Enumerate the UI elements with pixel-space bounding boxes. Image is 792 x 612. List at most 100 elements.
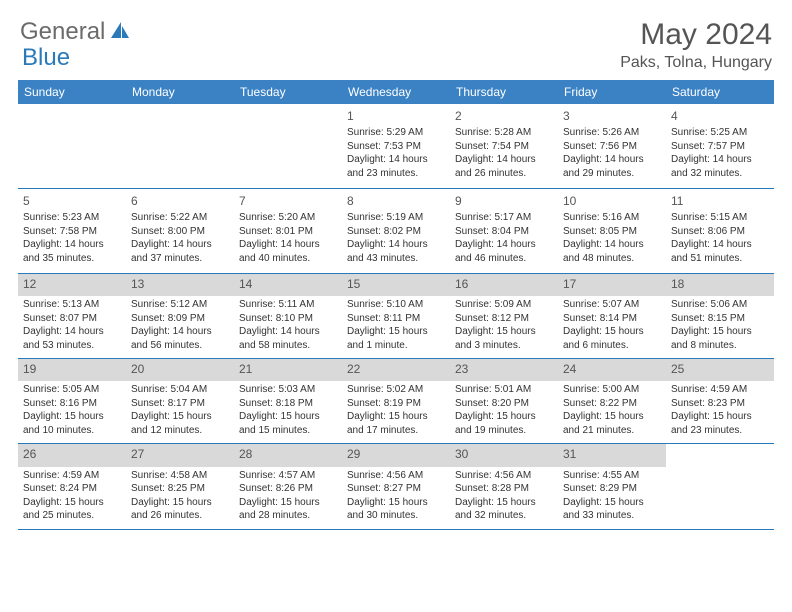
sunset-text: Sunset: 8:23 PM — [671, 397, 769, 411]
daylight-text: and 53 minutes. — [23, 339, 121, 353]
sunset-text: Sunset: 8:14 PM — [563, 312, 661, 326]
daylight-text: Daylight: 15 hours — [347, 496, 445, 510]
daylight-text: and 12 minutes. — [131, 424, 229, 438]
day-cell: 23Sunrise: 5:01 AMSunset: 8:20 PMDayligh… — [450, 359, 558, 443]
sunrise-text: Sunrise: 5:15 AM — [671, 211, 769, 225]
sunset-text: Sunset: 8:25 PM — [131, 482, 229, 496]
daylight-text: and 23 minutes. — [347, 167, 445, 181]
sunset-text: Sunset: 8:12 PM — [455, 312, 553, 326]
sail-icon — [109, 20, 131, 45]
sunset-text: Sunset: 8:26 PM — [239, 482, 337, 496]
day-number: 28 — [239, 446, 337, 462]
sunrise-text: Sunrise: 5:00 AM — [563, 383, 661, 397]
week-row: 5Sunrise: 5:23 AMSunset: 7:58 PMDaylight… — [18, 189, 774, 274]
day-cell: 2Sunrise: 5:28 AMSunset: 7:54 PMDaylight… — [450, 104, 558, 188]
page-header: General May 2024 Paks, Tolna, Hungary — [0, 0, 792, 80]
daylight-text: Daylight: 14 hours — [239, 325, 337, 339]
sunset-text: Sunset: 8:28 PM — [455, 482, 553, 496]
sunrise-text: Sunrise: 4:59 AM — [671, 383, 769, 397]
sunset-text: Sunset: 8:29 PM — [563, 482, 661, 496]
sunset-text: Sunset: 8:18 PM — [239, 397, 337, 411]
day-number: 30 — [455, 446, 553, 462]
daylight-text: Daylight: 15 hours — [23, 410, 121, 424]
daylight-text: and 6 minutes. — [563, 339, 661, 353]
sunset-text: Sunset: 8:27 PM — [347, 482, 445, 496]
day-cell — [666, 444, 774, 528]
sunset-text: Sunset: 8:20 PM — [455, 397, 553, 411]
daylight-text: and 33 minutes. — [563, 509, 661, 523]
day-cell: 25Sunrise: 4:59 AMSunset: 8:23 PMDayligh… — [666, 359, 774, 443]
day-number: 2 — [455, 108, 553, 124]
daylight-text: and 46 minutes. — [455, 252, 553, 266]
daylight-text: Daylight: 15 hours — [455, 496, 553, 510]
sunrise-text: Sunrise: 5:09 AM — [455, 298, 553, 312]
daylight-text: Daylight: 15 hours — [347, 410, 445, 424]
day-cell: 10Sunrise: 5:16 AMSunset: 8:05 PMDayligh… — [558, 189, 666, 273]
daylight-text: Daylight: 15 hours — [347, 325, 445, 339]
day-cell — [234, 104, 342, 188]
sunset-text: Sunset: 8:00 PM — [131, 225, 229, 239]
title-block: May 2024 Paks, Tolna, Hungary — [620, 18, 772, 72]
daylight-text: and 1 minute. — [347, 339, 445, 353]
weekday-header: Tuesday — [234, 80, 342, 104]
day-cell — [18, 104, 126, 188]
daylight-text: Daylight: 14 hours — [563, 238, 661, 252]
daylight-text: Daylight: 15 hours — [239, 496, 337, 510]
daylight-text: and 43 minutes. — [347, 252, 445, 266]
sunrise-text: Sunrise: 4:58 AM — [131, 469, 229, 483]
day-cell: 15 Sunrise: 5:10 AMSunset: 8:11 PMDayligh… — [342, 274, 450, 358]
day-cell: 3Sunrise: 5:26 AMSunset: 7:56 PMDaylight… — [558, 104, 666, 188]
daylight-text: Daylight: 14 hours — [671, 238, 769, 252]
daylight-text: and 23 minutes. — [671, 424, 769, 438]
sunrise-text: Sunrise: 5:23 AM — [23, 211, 121, 225]
daylight-text: and 48 minutes. — [563, 252, 661, 266]
day-cell: 7Sunrise: 5:20 AMSunset: 8:01 PMDaylight… — [234, 189, 342, 273]
weekday-header: Thursday — [450, 80, 558, 104]
day-cell: 1Sunrise: 5:29 AMSunset: 7:53 PMDaylight… — [342, 104, 450, 188]
day-number: 8 — [347, 193, 445, 209]
day-cell: 16Sunrise: 5:09 AMSunset: 8:12 PMDayligh… — [450, 274, 558, 358]
brand-part1: General — [20, 18, 105, 46]
sunset-text: Sunset: 8:24 PM — [23, 482, 121, 496]
sunset-text: Sunset: 8:11 PM — [347, 312, 445, 326]
sunset-text: Sunset: 8:17 PM — [131, 397, 229, 411]
week-row: 19Sunrise: 5:05 AMSunset: 8:16 PMDayligh… — [18, 359, 774, 444]
daylight-text: and 35 minutes. — [23, 252, 121, 266]
sunset-text: Sunset: 8:02 PM — [347, 225, 445, 239]
day-number: 29 — [347, 446, 445, 462]
sunrise-text: Sunrise: 5:26 AM — [563, 126, 661, 140]
location-text: Paks, Tolna, Hungary — [620, 54, 772, 72]
daylight-text: and 26 minutes. — [131, 509, 229, 523]
brand-logo: General — [20, 18, 133, 46]
daylight-text: and 32 minutes. — [455, 509, 553, 523]
day-cell: 26Sunrise: 4:59 AMSunset: 8:24 PMDayligh… — [18, 444, 126, 528]
sunrise-text: Sunrise: 4:59 AM — [23, 469, 121, 483]
daylight-text: Daylight: 14 hours — [23, 325, 121, 339]
sunrise-text: Sunrise: 5:28 AM — [455, 126, 553, 140]
sunset-text: Sunset: 7:53 PM — [347, 140, 445, 154]
daylight-text: Daylight: 14 hours — [131, 325, 229, 339]
daylight-text: and 17 minutes. — [347, 424, 445, 438]
day-number: 15 — [347, 276, 445, 292]
sunrise-text: Sunrise: 4:55 AM — [563, 469, 661, 483]
day-cell: 13Sunrise: 5:12 AMSunset: 8:09 PMDayligh… — [126, 274, 234, 358]
sunrise-text: Sunrise: 5:10 AM — [347, 298, 445, 312]
sunset-text: Sunset: 7:58 PM — [23, 225, 121, 239]
sunrise-text: Sunrise: 5:17 AM — [455, 211, 553, 225]
sunrise-text: Sunrise: 5:22 AM — [131, 211, 229, 225]
daylight-text: Daylight: 15 hours — [563, 410, 661, 424]
daylight-text: Daylight: 14 hours — [23, 238, 121, 252]
sunset-text: Sunset: 8:01 PM — [239, 225, 337, 239]
daylight-text: Daylight: 14 hours — [347, 238, 445, 252]
day-cell: 30Sunrise: 4:56 AMSunset: 8:28 PMDayligh… — [450, 444, 558, 528]
daylight-text: Daylight: 15 hours — [671, 410, 769, 424]
day-number: 26 — [23, 446, 121, 462]
day-number: 20 — [131, 361, 229, 377]
day-cell: 20Sunrise: 5:04 AMSunset: 8:17 PMDayligh… — [126, 359, 234, 443]
week-row: 1Sunrise: 5:29 AMSunset: 7:53 PMDaylight… — [18, 104, 774, 189]
day-cell: 18Sunrise: 5:06 AMSunset: 8:15 PMDayligh… — [666, 274, 774, 358]
sunset-text: Sunset: 8:10 PM — [239, 312, 337, 326]
daylight-text: Daylight: 15 hours — [671, 325, 769, 339]
daylight-text: and 8 minutes. — [671, 339, 769, 353]
sunset-text: Sunset: 8:06 PM — [671, 225, 769, 239]
